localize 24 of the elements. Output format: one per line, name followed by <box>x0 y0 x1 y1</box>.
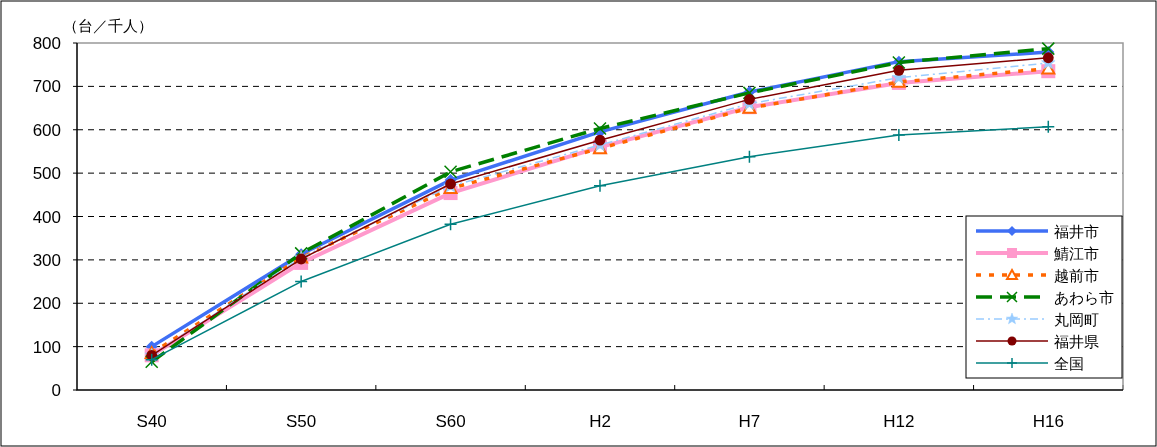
x-tick-label: S50 <box>286 412 317 431</box>
legend-label: 丸岡町 <box>1054 311 1099 328</box>
legend-label: あわら市 <box>1054 289 1114 306</box>
x-tick-label: H12 <box>883 412 915 431</box>
y-tick-label: 600 <box>32 120 61 140</box>
x-tick-label: H7 <box>738 412 761 431</box>
legend-label: 鯖江市 <box>1054 245 1099 262</box>
y-tick-label: 800 <box>32 34 61 53</box>
x-tick-label: H16 <box>1032 412 1064 431</box>
y-tick-label: 700 <box>32 77 61 97</box>
y-tick-label: 500 <box>32 164 61 184</box>
y-axis-title: （台／千人） <box>63 17 153 34</box>
x-tick-label: S40 <box>136 412 167 431</box>
y-tick-label: 0 <box>51 381 61 400</box>
y-tick-label: 300 <box>32 250 61 270</box>
legend-label: 全国 <box>1054 355 1084 372</box>
legend-label: 福井県 <box>1054 333 1099 350</box>
legend-label: 越前市 <box>1054 267 1099 284</box>
legend-label: 福井市 <box>1054 223 1099 240</box>
x-tick-label: S60 <box>435 412 466 431</box>
y-tick-label: 200 <box>32 294 61 314</box>
x-tick-label: H2 <box>589 412 611 431</box>
y-tick-label: 400 <box>32 207 61 227</box>
y-tick-label: 100 <box>32 337 61 357</box>
